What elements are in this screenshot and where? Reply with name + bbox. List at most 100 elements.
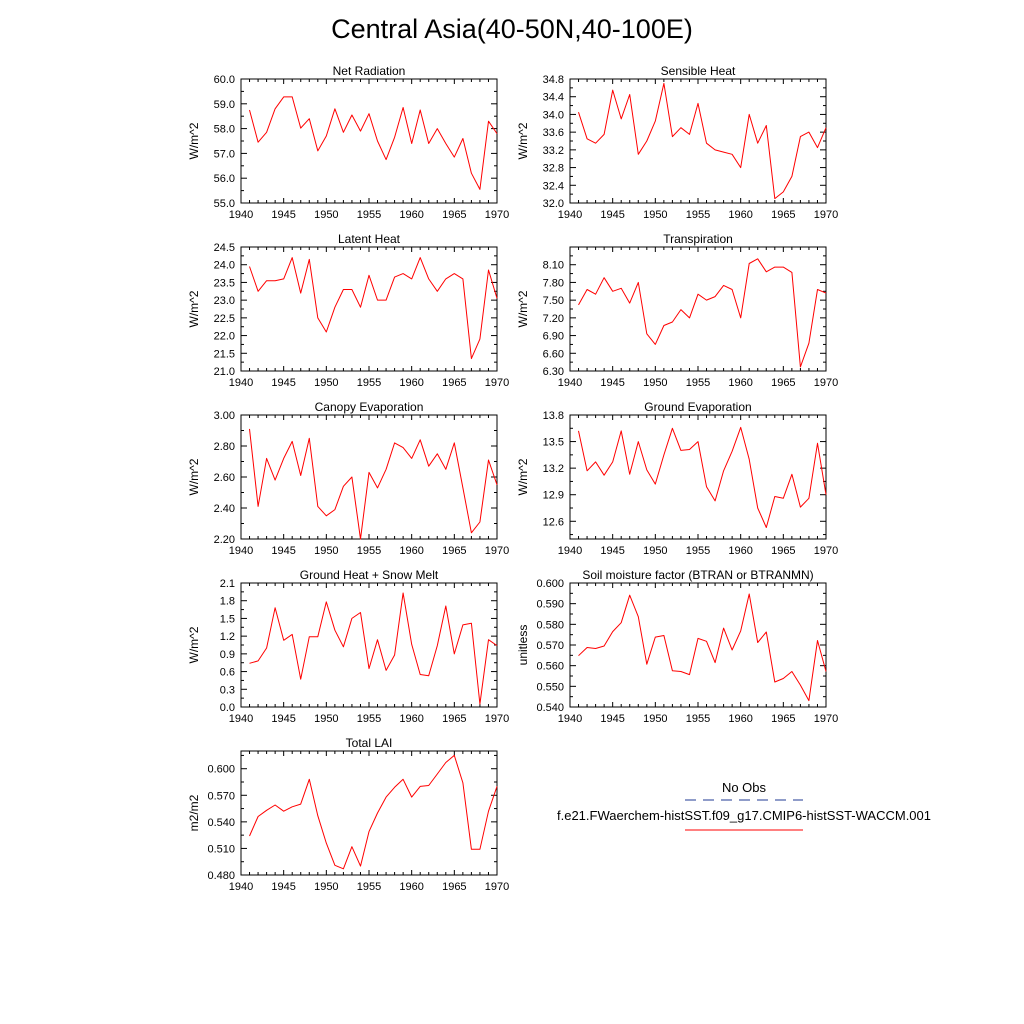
x-tick-label: 1955	[357, 377, 381, 389]
y-tick-label: 34.8	[543, 74, 564, 86]
y-tick-label: 7.20	[543, 313, 564, 325]
x-tick-label: 1970	[485, 713, 509, 725]
y-tick-label: 33.6	[543, 127, 564, 139]
y-tick-label: 1.5	[220, 613, 235, 625]
x-tick-label: 1960	[728, 377, 752, 389]
x-tick-label: 1950	[643, 713, 667, 725]
y-tick-label: 22.0	[214, 331, 235, 343]
y-tick-label: 55.0	[214, 198, 235, 210]
x-tick-label: 1940	[229, 713, 253, 725]
y-tick-label: 23.5	[214, 277, 235, 289]
plot-frame	[240, 414, 498, 540]
y-tick-label: 0.510	[207, 843, 235, 855]
y-tick-label: 12.6	[543, 516, 564, 528]
x-tick-label: 1965	[442, 209, 466, 221]
y-tick-label: 21.0	[214, 366, 235, 378]
panel-title: Ground Heat + Snow Melt	[300, 568, 439, 582]
x-tick-label: 1950	[643, 377, 667, 389]
x-tick-label: 1960	[399, 881, 423, 893]
panel-title: Sensible Heat	[661, 64, 736, 78]
series-line-canopy-evaporation	[249, 428, 498, 540]
x-tick-label: 1965	[771, 377, 795, 389]
plot-frame	[569, 414, 827, 540]
panel-transpiration: Transpiration W/m^2 1940 1945 1950 1955 1960 19…	[516, 232, 838, 389]
x-tick-label: 1970	[485, 377, 509, 389]
panel-title: Net Radiation	[333, 64, 406, 78]
x-tick-label: 1950	[643, 209, 667, 221]
x-tick-label: 1955	[686, 209, 710, 221]
y-tick-label: 34.4	[543, 92, 564, 104]
series-line-total-lai	[249, 754, 498, 870]
y-axis-label: W/m^2	[187, 122, 201, 159]
y-tick-label: 6.90	[543, 331, 564, 343]
y-tick-label: 57.0	[214, 148, 235, 160]
x-tick-label: 1965	[771, 713, 795, 725]
x-tick-label: 1970	[485, 545, 509, 557]
legend: No Obs f.e21.FWaerchem-histSST.f09_g17.C…	[557, 780, 931, 831]
x-tick-label: 1955	[686, 713, 710, 725]
y-tick-label: 0.6	[220, 667, 235, 679]
y-axis-label: W/m^2	[187, 290, 201, 327]
y-tick-label: 0.540	[536, 702, 564, 714]
y-tick-label: 0.550	[536, 681, 564, 693]
plot-frame	[569, 246, 827, 372]
y-tick-label: 13.8	[543, 410, 564, 422]
y-tick-label: 2.1	[220, 578, 235, 590]
panel-net-radiation: Net Radiation W/m^2 1940 1945 1950 1955 1960 19…	[187, 64, 509, 221]
y-tick-label: 6.30	[543, 366, 564, 378]
y-tick-label: 0.600	[207, 764, 235, 776]
y-tick-label: 1.2	[220, 631, 235, 643]
y-tick-label: 13.2	[543, 463, 564, 475]
x-tick-label: 1940	[558, 545, 582, 557]
x-tick-label: 1970	[814, 713, 838, 725]
y-tick-label: 32.8	[543, 163, 564, 175]
y-tick-label: 0.570	[536, 640, 564, 652]
x-tick-label: 1940	[229, 545, 253, 557]
y-axis-label: W/m^2	[516, 458, 530, 495]
x-tick-label: 1945	[600, 545, 624, 557]
panel-title: Ground Evaporation	[644, 400, 751, 414]
y-tick-label: 6.60	[543, 348, 564, 360]
x-tick-label: 1945	[271, 545, 295, 557]
panels-layer: Net Radiation W/m^2 1940 1945 1950 1955 1960 19…	[187, 64, 838, 893]
x-tick-label: 1955	[357, 713, 381, 725]
y-tick-label: 32.4	[543, 180, 564, 192]
x-tick-label: 1970	[814, 209, 838, 221]
y-tick-label: 2.60	[214, 472, 235, 484]
y-axis-label: unitless	[516, 625, 530, 666]
y-tick-label: 24.5	[214, 242, 235, 254]
x-tick-label: 1955	[686, 545, 710, 557]
y-tick-label: 0.600	[536, 578, 564, 590]
y-tick-label: 2.20	[214, 534, 235, 546]
y-tick-label: 0.3	[220, 684, 235, 696]
x-tick-label: 1945	[600, 209, 624, 221]
y-tick-label: 0.570	[207, 790, 235, 802]
y-tick-label: 0.0	[220, 702, 235, 714]
plot-frame	[569, 582, 827, 708]
x-tick-label: 1940	[558, 377, 582, 389]
x-tick-label: 1960	[728, 713, 752, 725]
y-tick-label: 3.00	[214, 410, 235, 422]
y-tick-label: 21.5	[214, 348, 235, 360]
y-tick-label: 1.8	[220, 596, 235, 608]
series-line-latent-heat	[249, 257, 498, 360]
panel-canopy-evaporation: Canopy Evaporation W/m^2 1940 1945 1950 1955 1…	[187, 400, 509, 557]
legend-model-label: f.e21.FWaerchem-histSST.f09_g17.CMIP6-hi…	[557, 808, 931, 823]
x-tick-label: 1950	[314, 881, 338, 893]
y-tick-label: 56.0	[214, 173, 235, 185]
series-line-soil-moisture-factor-btran-or-btranmn	[578, 593, 827, 702]
x-tick-label: 1945	[271, 209, 295, 221]
x-tick-label: 1950	[314, 377, 338, 389]
x-tick-label: 1960	[399, 209, 423, 221]
x-tick-label: 1965	[442, 377, 466, 389]
panel-title: Soil moisture factor (BTRAN or BTRANMN)	[582, 568, 813, 582]
x-tick-label: 1970	[814, 545, 838, 557]
page-title: Central Asia(40-50N,40-100E)	[331, 14, 693, 44]
y-axis-label: W/m^2	[516, 290, 530, 327]
x-tick-label: 1940	[229, 377, 253, 389]
panel-title: Canopy Evaporation	[315, 400, 424, 414]
series-line-ground-evaporation	[578, 426, 827, 528]
panel-title: Latent Heat	[338, 232, 401, 246]
panel-ground-evaporation: Ground Evaporation W/m^2 1940 1945 1950 1955 1…	[516, 400, 838, 557]
